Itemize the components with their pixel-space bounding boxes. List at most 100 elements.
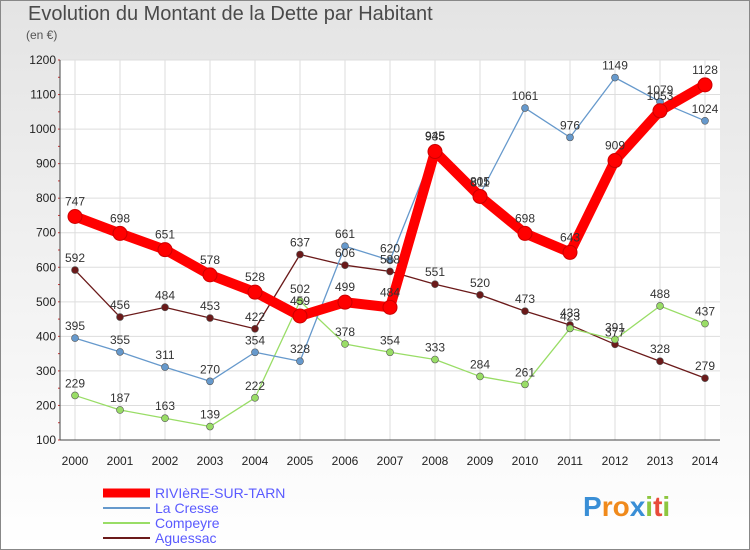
x-tick-label: 2001 xyxy=(107,454,134,468)
data-point-aguessac xyxy=(341,261,349,270)
data-label-compeyre: 502 xyxy=(290,282,310,296)
axis-layer: 100 200 300 400 500 600 700 800 900 1000 1100 1200 2… xyxy=(29,53,720,468)
data-label-compeyre: 354 xyxy=(380,333,400,347)
data-point-compeyre xyxy=(656,302,664,310)
data-label-aguessac: 422 xyxy=(245,310,265,324)
data-label-la-cresse: 270 xyxy=(200,362,220,376)
data-label-aguessac: 433 xyxy=(560,306,580,320)
data-point-rivi-re-sur-tarn xyxy=(427,144,443,160)
data-label-aguessac: 377 xyxy=(605,325,625,339)
data-label-la-cresse: 620 xyxy=(380,241,400,255)
data-point-compeyre xyxy=(116,406,124,414)
data-label-rivi-re-sur-tarn: 484 xyxy=(380,285,400,299)
data-point-compeyre xyxy=(251,394,259,402)
data-label-compeyre: 229 xyxy=(65,376,85,390)
x-tick-label: 2008 xyxy=(422,454,449,468)
legend-label-la-cresse: La Cresse xyxy=(155,500,219,516)
data-label-aguessac: 588 xyxy=(380,252,400,266)
data-label-compeyre: 378 xyxy=(335,325,355,339)
proxiti-logo: Proxiti xyxy=(583,491,670,522)
data-point-la-cresse xyxy=(521,104,529,112)
y-tick-label: 200 xyxy=(36,398,56,412)
x-tick-label: 2011 xyxy=(557,454,583,468)
data-point-aguessac xyxy=(656,357,664,366)
legend-label-compeyre: Compeyre xyxy=(155,515,220,531)
data-label-aguessac: 520 xyxy=(470,276,490,290)
data-label-compeyre: 437 xyxy=(695,305,715,319)
data-point-rivi-re-sur-tarn xyxy=(607,153,623,169)
data-point-rivi-re-sur-tarn xyxy=(292,308,308,324)
data-label-rivi-re-sur-tarn: 499 xyxy=(335,280,355,294)
y-tick-label: 1200 xyxy=(29,53,56,67)
data-point-compeyre xyxy=(386,348,394,357)
y-tick-label: 1000 xyxy=(29,122,56,136)
data-point-rivi-re-sur-tarn xyxy=(112,225,128,241)
data-label-la-cresse: 328 xyxy=(290,342,310,356)
data-label-aguessac: 592 xyxy=(65,251,85,265)
data-label-compeyre: 423 xyxy=(560,309,580,323)
data-point-compeyre xyxy=(476,372,484,381)
data-point-la-cresse xyxy=(341,242,349,250)
data-point-rivi-re-sur-tarn xyxy=(202,267,218,283)
x-tick-label: 2013 xyxy=(647,454,674,468)
data-point-rivi-re-sur-tarn xyxy=(337,294,353,310)
data-label-aguessac: 456 xyxy=(110,298,130,312)
data-point-compeyre xyxy=(701,319,709,328)
data-label-compeyre: 391 xyxy=(605,320,625,334)
x-tick-label: 2004 xyxy=(242,454,269,468)
y-tick-label: 900 xyxy=(36,157,56,171)
data-point-la-cresse xyxy=(116,348,124,356)
data-label-la-cresse: 354 xyxy=(245,333,265,347)
data-point-aguessac xyxy=(116,313,124,321)
data-label-aguessac: 637 xyxy=(290,235,310,249)
data-label-rivi-re-sur-tarn: 643 xyxy=(560,230,580,244)
data-point-compeyre xyxy=(431,355,439,364)
y-tick-label: 700 xyxy=(36,226,56,240)
chart-title: Evolution du Montant de la Dette par Hab… xyxy=(28,3,433,25)
data-point-compeyre xyxy=(71,391,79,400)
data-point-la-cresse xyxy=(296,357,304,366)
data-label-la-cresse: 945 xyxy=(425,129,445,143)
data-label-compeyre: 222 xyxy=(245,379,265,393)
data-point-aguessac xyxy=(161,303,169,312)
data-label-la-cresse: 395 xyxy=(65,319,85,333)
data-point-aguessac xyxy=(296,250,304,259)
data-point-rivi-re-sur-tarn xyxy=(247,284,263,300)
data-label-rivi-re-sur-tarn: 1128 xyxy=(692,63,718,77)
data-point-rivi-re-sur-tarn xyxy=(652,103,668,119)
chart-subtitle: (en €) xyxy=(26,28,58,42)
data-point-aguessac xyxy=(386,267,394,276)
data-label-rivi-re-sur-tarn: 805 xyxy=(470,174,490,188)
data-point-rivi-re-sur-tarn xyxy=(472,188,488,204)
data-point-la-cresse xyxy=(206,377,214,386)
data-point-compeyre xyxy=(341,340,349,348)
data-point-compeyre xyxy=(566,324,574,333)
data-point-aguessac xyxy=(431,280,439,289)
data-point-aguessac xyxy=(251,324,259,333)
data-point-rivi-re-sur-tarn xyxy=(562,244,578,260)
x-tick-label: 2009 xyxy=(467,454,494,468)
data-label-compeyre: 187 xyxy=(110,391,130,405)
y-tick-label: 500 xyxy=(36,295,56,309)
data-point-rivi-re-sur-tarn xyxy=(157,242,173,258)
legend-label-aguessac: Aguessac xyxy=(155,530,216,546)
data-point-compeyre xyxy=(521,380,529,389)
data-label-rivi-re-sur-tarn: 459 xyxy=(290,294,310,308)
data-point-aguessac xyxy=(701,374,709,382)
data-label-rivi-re-sur-tarn: 528 xyxy=(245,270,265,284)
data-label-compeyre: 284 xyxy=(470,357,490,371)
data-point-compeyre xyxy=(206,422,214,431)
data-point-aguessac xyxy=(206,314,214,322)
data-label-rivi-re-sur-tarn: 651 xyxy=(155,228,175,242)
data-label-la-cresse: 311 xyxy=(155,348,174,362)
data-label-compeyre: 163 xyxy=(155,399,175,413)
x-tick-label: 2010 xyxy=(512,454,539,468)
y-tick-label: 300 xyxy=(36,364,56,378)
series-layer xyxy=(67,73,713,431)
data-point-compeyre xyxy=(611,335,619,344)
x-tick-label: 2005 xyxy=(287,454,314,468)
data-label-aguessac: 279 xyxy=(695,359,715,373)
y-tick-label: 100 xyxy=(36,433,56,447)
